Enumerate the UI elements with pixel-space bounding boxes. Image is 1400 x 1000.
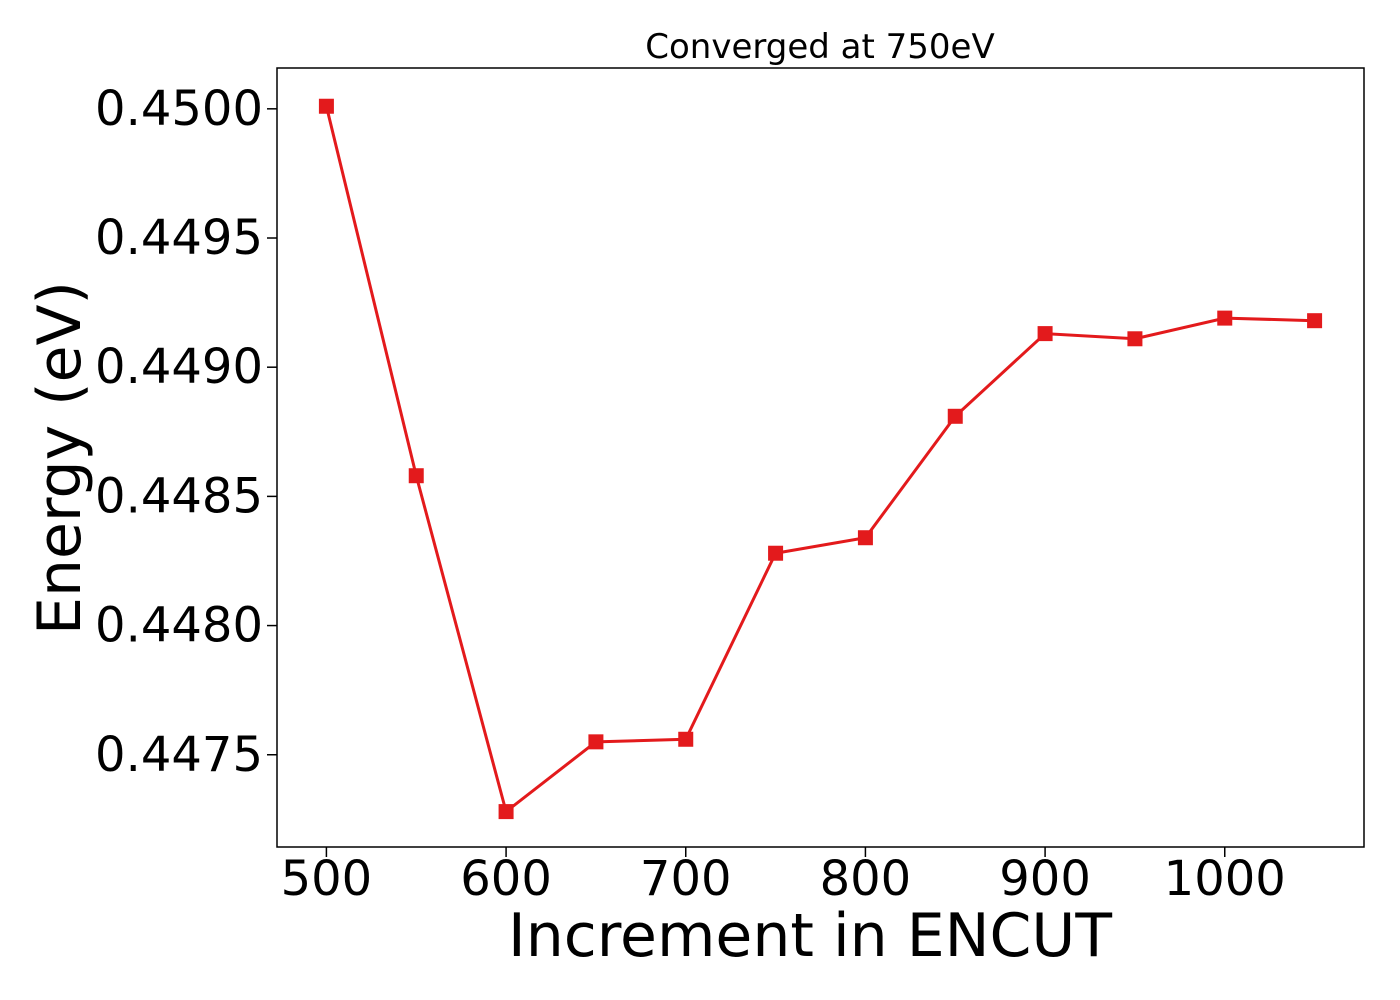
- data-point-marker: [1217, 310, 1233, 326]
- x-tick-label: 900: [999, 851, 1091, 907]
- data-point-marker: [678, 731, 694, 747]
- data-point-marker: [1307, 313, 1323, 329]
- data-point-marker: [318, 98, 334, 114]
- data-point-marker: [1037, 326, 1053, 342]
- y-tick-label: 0.4500: [95, 81, 263, 137]
- y-tick-label: 0.4475: [95, 727, 263, 783]
- x-tick-label: 600: [460, 851, 552, 907]
- y-axis-ticks: 0.4475 0.4480 0.4485 0.4490 0.4495 0.4500: [95, 81, 277, 783]
- y-tick-label: 0.4480: [95, 598, 263, 654]
- y-tick-label: 0.4485: [95, 468, 263, 524]
- x-tick-label: 1000: [1164, 851, 1286, 907]
- x-axis-ticks: 500 600 700 800 900 1000: [281, 847, 1286, 907]
- chart-title: Converged at 750eV: [645, 27, 994, 67]
- y-axis-label: Energy (eV): [25, 281, 95, 635]
- data-point-marker: [408, 468, 424, 484]
- series-line: [324, 105, 1315, 815]
- data-point-marker: [498, 804, 514, 820]
- data-point-marker: [1127, 331, 1143, 347]
- data-point-marker: [857, 530, 873, 546]
- x-tick-label: 500: [281, 851, 373, 907]
- data-point-marker: [768, 545, 784, 561]
- data-point-marker: [588, 734, 604, 750]
- data-point-marker: [947, 408, 963, 424]
- x-axis-label: Increment in ENCUT: [508, 901, 1112, 971]
- x-tick-label: 800: [820, 851, 912, 907]
- y-tick-label: 0.4490: [95, 339, 263, 395]
- x-tick-label: 700: [640, 851, 732, 907]
- plot-frame: [276, 67, 1365, 848]
- y-tick-label: 0.4495: [95, 210, 263, 266]
- series-markers: [318, 98, 1323, 820]
